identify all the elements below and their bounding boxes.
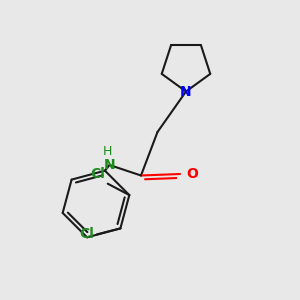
Text: Cl: Cl	[80, 227, 94, 242]
Text: H: H	[102, 146, 112, 158]
Text: N: N	[104, 158, 115, 172]
Text: O: O	[187, 167, 199, 181]
Text: N: N	[180, 85, 192, 98]
Text: Cl: Cl	[90, 167, 105, 181]
